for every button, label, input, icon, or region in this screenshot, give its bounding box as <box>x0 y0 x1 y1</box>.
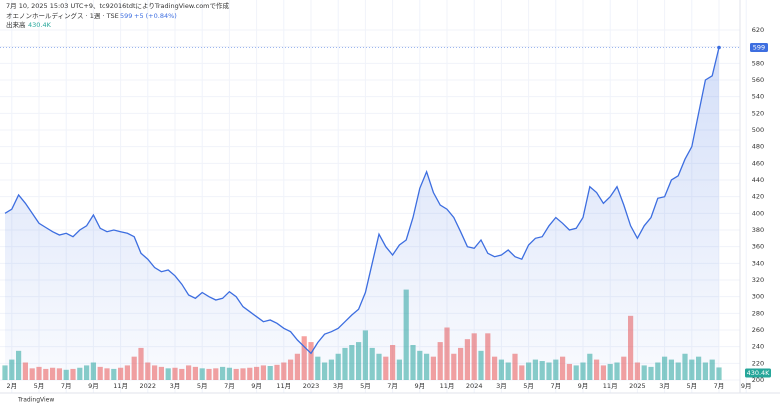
last-price: 599 <box>120 12 132 20</box>
y-tick-label: 400 <box>752 209 764 217</box>
x-tick-label: 5月 <box>34 382 45 390</box>
x-tick-label: 9月 <box>414 382 425 390</box>
x-tick-label: 11月 <box>440 382 455 390</box>
x-tick-label: 2月 <box>6 382 17 390</box>
y-tick-label: 220 <box>752 359 764 367</box>
y-tick-label: 280 <box>752 309 764 317</box>
y-tick-label: 580 <box>752 59 764 67</box>
y-tick-label: 380 <box>752 226 764 234</box>
x-tick-label: 9月 <box>741 382 752 390</box>
x-tick-label: 5月 <box>523 382 534 390</box>
price-change: +5 (+0.84%) <box>134 12 177 20</box>
y-tick-label: 520 <box>752 109 764 117</box>
y-tick-label: 260 <box>752 326 764 334</box>
x-tick-label: 5月 <box>360 382 371 390</box>
x-tick-label: 2025 <box>629 382 646 390</box>
x-tick-label: 3月 <box>496 382 507 390</box>
y-tick-label: 500 <box>752 126 764 134</box>
y-tick-label: 460 <box>752 159 764 167</box>
price-tag <box>750 43 768 52</box>
area <box>5 47 719 380</box>
x-tick-label: 7月 <box>387 382 398 390</box>
y-tick-label: 240 <box>752 343 764 351</box>
x-tick-label: 3月 <box>333 382 344 390</box>
y-tick-label: 320 <box>752 276 764 284</box>
y-tick-label: 440 <box>752 176 764 184</box>
y-tick-label: 540 <box>752 93 764 101</box>
x-tick-label: 7月 <box>550 382 561 390</box>
y-tick-label: 340 <box>752 259 764 267</box>
y-tick-label: 480 <box>752 143 764 151</box>
x-tick-label: 3月 <box>659 382 670 390</box>
y-tick-label: 420 <box>752 193 764 201</box>
volume-title: 出来高 <box>6 20 26 29</box>
last-point <box>717 45 721 50</box>
x-tick-label: 9月 <box>578 382 589 390</box>
volume-tag <box>745 368 771 378</box>
x-tick-label: 7月 <box>224 382 235 390</box>
caption: 7月 10, 2025 15:03 UTC+9、tc92016tdtによりTra… <box>6 1 229 10</box>
price-line <box>4 47 720 355</box>
symbol-title: オエノンホールディングス · 1週 · TSE <box>6 11 119 20</box>
x-tick-label: 5月 <box>197 382 208 390</box>
x-tick-label: 2022 <box>140 382 157 390</box>
x-tick-label: 3月 <box>170 382 181 390</box>
x-tick-label: 9月 <box>251 382 262 390</box>
y-tick-label: 200 <box>752 376 764 384</box>
x-tick-label: 7月 <box>61 382 72 390</box>
volume-last: 430.4K <box>28 21 52 29</box>
x-tick-label: 11月 <box>276 382 291 390</box>
y-tick-label: 620 <box>752 26 764 34</box>
x-tick-label: 2024 <box>466 382 483 390</box>
y-tick-label: 360 <box>752 243 764 251</box>
x-tick-label: 5月 <box>686 382 697 390</box>
y-tick-label: 300 <box>752 293 764 301</box>
x-tick-label: 11月 <box>113 382 128 390</box>
brand: TradingView <box>17 397 54 404</box>
price-tag-label: 599 <box>753 44 765 52</box>
x-tick-label: 7月 <box>714 382 725 390</box>
x-tick-label: 11月 <box>603 382 618 390</box>
x-tick-label: 9月 <box>88 382 99 390</box>
y-tick-label: 560 <box>752 76 764 84</box>
x-tick-label: 2023 <box>303 382 320 390</box>
volume-tag-label: 430.4K <box>747 369 771 377</box>
